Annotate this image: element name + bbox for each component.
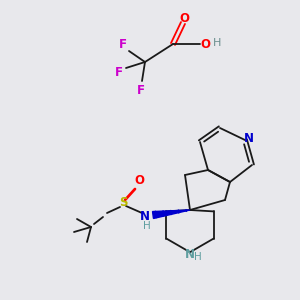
Text: S: S	[119, 196, 127, 209]
Text: N: N	[140, 209, 150, 223]
Text: F: F	[119, 38, 127, 50]
Text: H: H	[143, 221, 151, 231]
Polygon shape	[152, 210, 190, 218]
Text: H: H	[213, 38, 221, 48]
Text: O: O	[134, 173, 144, 187]
Text: O: O	[179, 11, 189, 25]
Text: N: N	[185, 248, 195, 261]
Text: O: O	[200, 38, 210, 50]
Text: N: N	[244, 131, 254, 145]
Text: F: F	[115, 65, 123, 79]
Text: H: H	[194, 252, 202, 262]
Text: F: F	[137, 85, 145, 98]
